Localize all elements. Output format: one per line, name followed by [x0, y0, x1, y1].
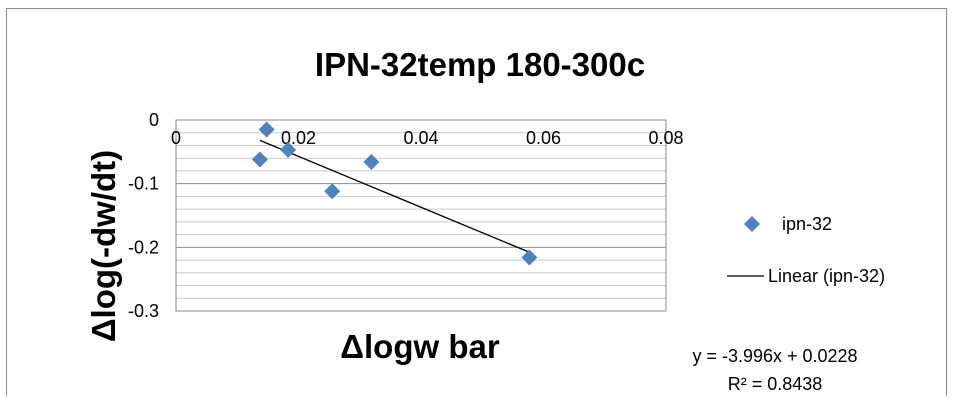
x-axis-title: Δlogw bar — [340, 328, 500, 365]
x-tick-labels: 0 0.02 0.04 0.06 0.08 — [171, 128, 684, 148]
y-tick-label: 0 — [149, 110, 159, 130]
gridlines — [176, 119, 666, 312]
plot-area-border — [175, 119, 667, 312]
data-points — [251, 121, 538, 266]
y-axis-title: Δlog(-dw/dt) — [85, 150, 122, 342]
y-tick-labels: 0 -0.1 -0.2 -0.3 — [128, 110, 159, 321]
x-tick-label: 0.08 — [648, 128, 683, 148]
data-point-diamond — [363, 154, 380, 171]
x-tick-label: 0.04 — [403, 128, 438, 148]
y-tick-label: -0.1 — [128, 174, 159, 194]
data-point-diamond — [324, 183, 341, 200]
legend-diamond-marker — [744, 216, 760, 232]
chart-area — [6, 8, 947, 396]
data-point-diamond — [280, 141, 297, 158]
data-point-diamond — [521, 249, 538, 266]
trendline-equation: y = -3.996x + 0.0228 — [692, 346, 857, 366]
x-tick-label: 0 — [171, 128, 181, 148]
data-point-diamond — [258, 121, 275, 138]
r-squared: R² = 0.8438 — [728, 374, 823, 394]
legend: ipn-32 Linear (ipn-32) — [727, 214, 885, 286]
trendline — [259, 139, 530, 253]
y-tick-label: -0.3 — [128, 301, 159, 321]
x-tick-label: 0.06 — [526, 128, 561, 148]
chart-title: IPN-32temp 180-300c — [315, 46, 645, 83]
legend-series-label: ipn-32 — [782, 214, 832, 234]
y-tick-label: -0.2 — [128, 237, 159, 257]
data-point-diamond — [251, 151, 268, 168]
x-tick-label: 0.02 — [281, 128, 316, 148]
legend-trendline-label: Linear (ipn-32) — [768, 266, 885, 286]
